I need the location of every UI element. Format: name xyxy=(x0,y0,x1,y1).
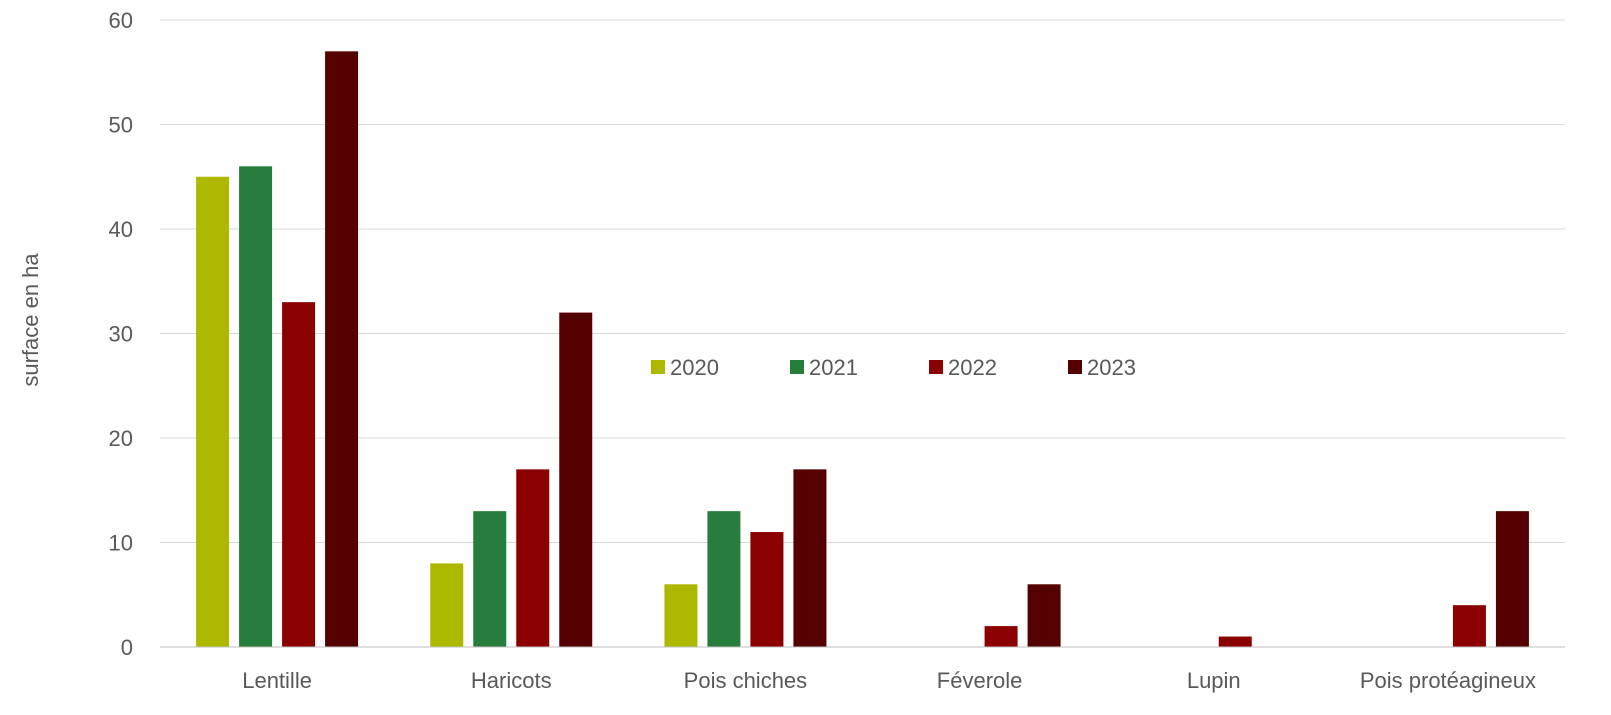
bar-2023-1 xyxy=(559,312,593,647)
legend-swatch xyxy=(1068,360,1082,374)
y-tick-label: 30 xyxy=(109,322,133,347)
y-tick-label: 40 xyxy=(109,217,133,242)
axes: 0 10 20 30 40 50 60 Lentille Haricots Pois chiche… xyxy=(109,8,1565,693)
legend-label: 2022 xyxy=(948,355,997,380)
bar-2023-5 xyxy=(1495,511,1529,647)
gridlines xyxy=(160,19,1565,543)
bar-2022-4 xyxy=(1218,636,1252,647)
bar-2023-2 xyxy=(793,469,827,647)
legend-swatch xyxy=(651,360,665,374)
bars xyxy=(196,51,1529,648)
bar-2021-0 xyxy=(239,166,273,648)
bar-2023-0 xyxy=(325,51,359,648)
bar-2021-2 xyxy=(707,511,741,647)
y-axis-label: surface en ha xyxy=(18,253,43,387)
bar-2022-2 xyxy=(750,532,784,647)
y-tick-label: 60 xyxy=(109,8,133,33)
x-tick-label: Pois chiches xyxy=(684,668,808,693)
legend-swatch xyxy=(929,360,943,374)
y-tick-label: 50 xyxy=(109,113,133,138)
legend-swatch xyxy=(790,360,804,374)
x-tick-label: Féverole xyxy=(937,668,1023,693)
bar-2022-1 xyxy=(516,469,550,647)
bar-2020-2 xyxy=(664,584,698,647)
bar-2020-1 xyxy=(430,563,464,647)
legend: 2020 2021 2022 2023 xyxy=(651,355,1136,380)
bar-2023-3 xyxy=(1027,584,1061,647)
x-tick-label: Lentille xyxy=(242,668,312,693)
legend-label: 2023 xyxy=(1087,355,1136,380)
bar-2022-0 xyxy=(282,302,316,647)
legend-label: 2021 xyxy=(809,355,858,380)
y-tick-label: 20 xyxy=(109,426,133,451)
bar-2022-5 xyxy=(1452,605,1486,647)
bar-2022-3 xyxy=(984,626,1018,647)
bar-2021-1 xyxy=(473,511,507,647)
x-tick-label: Haricots xyxy=(471,668,552,693)
bar-2020-0 xyxy=(196,176,230,647)
y-tick-label: 10 xyxy=(109,531,133,556)
legend-label: 2020 xyxy=(670,355,719,380)
x-tick-label: Pois protéagineux xyxy=(1360,668,1536,693)
y-tick-label: 0 xyxy=(121,635,133,660)
x-tick-label: Lupin xyxy=(1187,668,1241,693)
